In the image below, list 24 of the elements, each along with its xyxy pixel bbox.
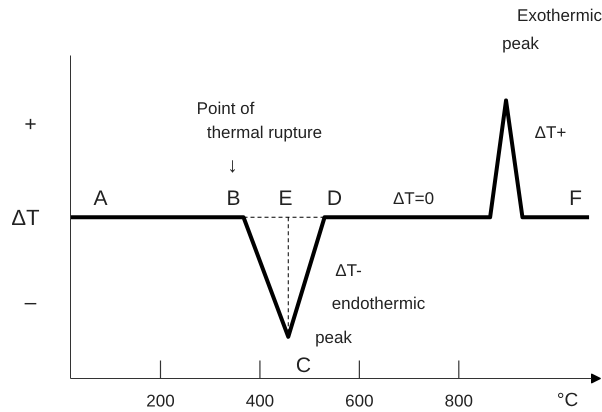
annotation: thermal rupture <box>206 123 322 142</box>
annotation: Point of <box>196 99 255 118</box>
annotation: C <box>296 354 312 377</box>
text: peak <box>502 34 540 53</box>
text: + <box>24 113 37 136</box>
annotation: ΔT=0 <box>392 189 434 208</box>
x-tick-label: 600 <box>345 392 374 410</box>
y-axis-title: ΔT <box>11 204 40 230</box>
text: Exothermic <box>516 6 602 25</box>
x-tick-label: 800 <box>444 392 473 410</box>
annotation: D <box>326 187 342 210</box>
annotation: E <box>278 187 293 210</box>
annotation: endothermic <box>332 294 426 313</box>
x-axis-title: °C <box>556 390 578 411</box>
annotation: A <box>93 187 108 210</box>
annotation: B <box>226 187 241 210</box>
annotation: ΔT- <box>335 261 362 280</box>
annotation: ΔT+ <box>534 123 566 142</box>
annotation: ↓ <box>227 154 238 177</box>
annotation: peak <box>315 328 352 347</box>
annotation: F <box>569 187 582 210</box>
text: – <box>24 291 37 314</box>
x-tick-label: 200 <box>146 392 175 410</box>
x-tick-label: 400 <box>246 392 274 410</box>
